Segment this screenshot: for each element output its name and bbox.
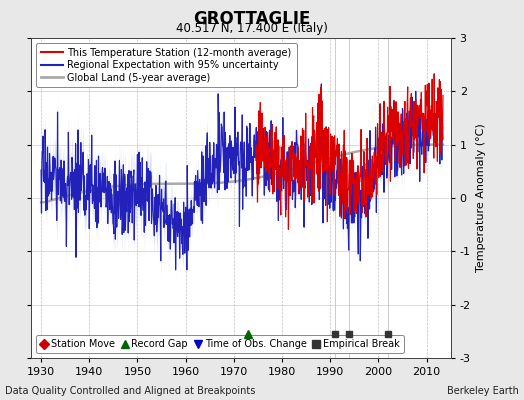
Legend: Station Move, Record Gap, Time of Obs. Change, Empirical Break: Station Move, Record Gap, Time of Obs. C… <box>36 335 403 353</box>
Y-axis label: Temperature Anomaly (°C): Temperature Anomaly (°C) <box>476 124 486 272</box>
Text: GROTTAGLIE: GROTTAGLIE <box>193 10 310 28</box>
Text: Data Quality Controlled and Aligned at Breakpoints: Data Quality Controlled and Aligned at B… <box>5 386 256 396</box>
Text: 40.517 N, 17.400 E (Italy): 40.517 N, 17.400 E (Italy) <box>176 22 328 35</box>
Text: Berkeley Earth: Berkeley Earth <box>447 386 519 396</box>
